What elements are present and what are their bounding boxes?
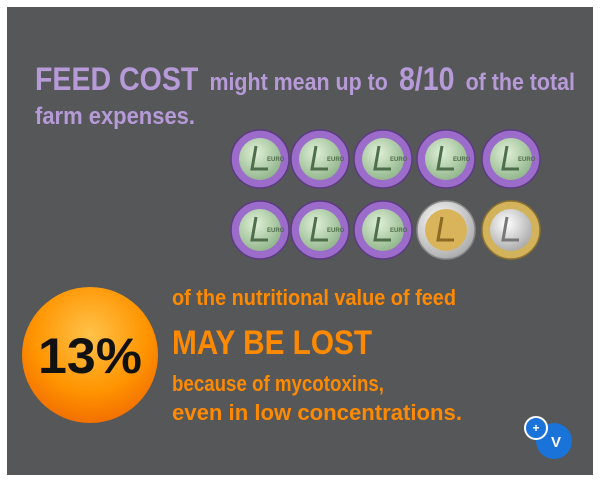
coin — [230, 129, 290, 189]
callout-emphasis: MAY BE LOST — [172, 324, 372, 362]
coin — [416, 129, 476, 189]
badge: + V — [524, 416, 572, 459]
coin — [230, 200, 290, 260]
figure: 13% — [38, 328, 142, 384]
coin — [353, 200, 413, 260]
badge-plus: + — [532, 421, 539, 435]
coin — [290, 200, 350, 260]
headline-text: farm expenses. — [35, 103, 195, 130]
callout-text: of the nutritional value of feed — [172, 285, 456, 310]
badge-dot — [524, 416, 548, 440]
headline-highlight: FEED COST — [35, 61, 199, 97]
coin — [353, 129, 413, 189]
callout-text: even in low concentrations. — [172, 400, 462, 425]
headline: FEED COST might mean up to 8/10 of the t… — [35, 61, 575, 97]
coin — [416, 200, 476, 260]
coin — [481, 200, 541, 260]
coin — [290, 129, 350, 189]
callout-text: because of mycotoxins, — [172, 371, 384, 396]
coin — [481, 129, 541, 189]
headline-ratio: 8/10 — [399, 61, 455, 97]
headline-text: might mean up to — [209, 69, 387, 96]
headline-text: of the total — [466, 69, 575, 96]
badge-letter: V — [551, 434, 561, 451]
figure-circle — [22, 287, 158, 423]
